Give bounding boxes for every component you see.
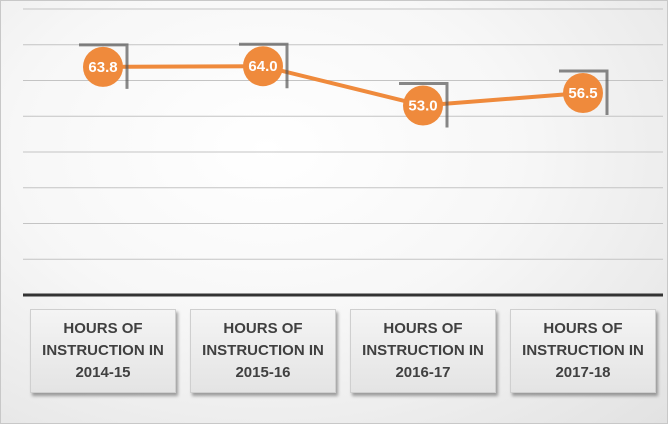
label-frame xyxy=(559,69,609,116)
x-tick-label: HOURS OF INSTRUCTION IN 2016-17 xyxy=(350,309,496,393)
point xyxy=(403,85,443,126)
point xyxy=(243,46,283,87)
line xyxy=(102,64,584,108)
x-tick-label: HOURS OF INSTRUCTION IN 2015-16 xyxy=(190,309,336,393)
point xyxy=(563,73,603,114)
data-label: 56.5 xyxy=(568,85,597,102)
label-frame xyxy=(79,43,129,89)
label-frame xyxy=(399,82,449,128)
x-tick-label: HOURS OF INSTRUCTION IN 2017-18 xyxy=(510,309,656,393)
label-frame xyxy=(239,42,289,89)
x-tick-label: HOURS OF INSTRUCTION IN 2014-15 xyxy=(30,309,176,393)
data-label: 64.0 xyxy=(248,58,277,75)
data-label: 63.8 xyxy=(88,59,117,76)
point xyxy=(83,46,123,87)
data-label: 53.0 xyxy=(408,98,437,115)
